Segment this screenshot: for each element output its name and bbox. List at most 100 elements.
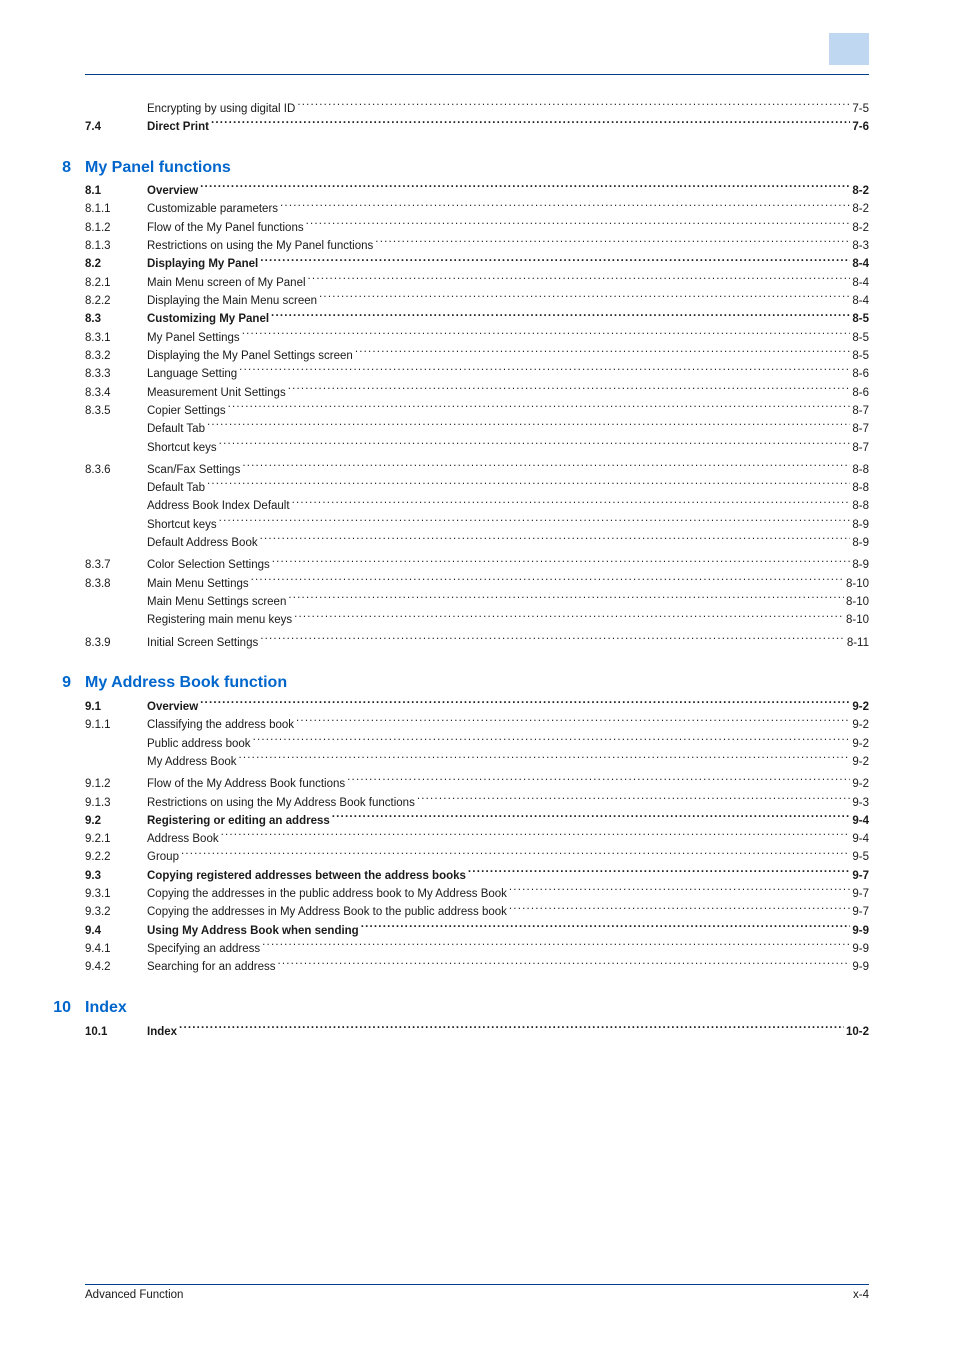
toc-title: Main Menu screen of My Panel — [147, 275, 306, 293]
toc-leader — [242, 329, 851, 341]
toc-item: 8.2.1Main Menu screen of My Panel8-4 — [85, 274, 869, 292]
footer-left: Advanced Function — [85, 1289, 183, 1301]
toc-page: 8-10 — [846, 576, 869, 594]
footer-right: x-4 — [853, 1289, 869, 1301]
toc-page: 8-9 — [852, 535, 869, 553]
toc-title: Copier Settings — [147, 403, 226, 421]
toc-page: 9-5 — [852, 849, 869, 867]
toc-section-number: 9.3.1 — [85, 886, 147, 904]
toc-section-number: 10.1 — [85, 1024, 147, 1042]
toc-title: Specifying an address — [147, 941, 260, 959]
toc-page: 9-2 — [852, 776, 869, 794]
toc-title: My Address Book — [147, 754, 236, 772]
toc-leader — [260, 634, 845, 646]
toc-item: Default Tab8-7 — [85, 421, 869, 439]
toc-item: Shortcut keys8-9 — [85, 516, 869, 534]
toc-item: 9.4Using My Address Book when sending 9-… — [85, 922, 869, 940]
toc-item: 8.3.3Language Setting8-6 — [85, 366, 869, 384]
chapter-title: My Address Book function — [85, 674, 287, 692]
chapter-number: 9 — [47, 674, 71, 692]
toc-section-number: 8.3.1 — [85, 330, 147, 348]
toc-leader — [260, 256, 850, 268]
toc-page: 8-6 — [852, 385, 869, 403]
toc-leader — [207, 480, 850, 492]
toc-item: Address Book Index Default8-8 — [85, 498, 869, 516]
toc-item: 9.2.2Group9-5 — [85, 849, 869, 867]
toc-item: 8.3.8Main Menu Settings8-10 — [85, 575, 869, 593]
toc-section-number: 8.2.2 — [85, 293, 147, 311]
toc-title: Color Selection Settings — [147, 557, 270, 575]
toc-section-number: 9.3.2 — [85, 904, 147, 922]
toc-page: 8-4 — [852, 275, 869, 293]
toc-item: 9.3.2Copying the addresses in My Address… — [85, 904, 869, 922]
toc-leader — [179, 1023, 844, 1035]
toc-item: 8.1Overview 8-2 — [85, 183, 869, 201]
toc-title: Direct Print — [147, 119, 209, 137]
toc-title: Customizing My Panel — [147, 311, 269, 329]
toc-section-number: 8.1.3 — [85, 238, 147, 256]
toc-page: 8-9 — [852, 557, 869, 575]
toc-section-number: 9.1 — [85, 699, 147, 717]
toc-page: 9-7 — [852, 868, 869, 886]
toc-page: 8-2 — [852, 201, 869, 219]
toc-item: 8.3.2Displaying the My Panel Settings sc… — [85, 347, 869, 365]
chapter-heading: 8My Panel functions — [85, 159, 869, 177]
toc-item: Shortcut keys8-7 — [85, 439, 869, 457]
toc-page: 8-8 — [852, 462, 869, 480]
toc-page: 7-5 — [852, 101, 869, 119]
toc-page: 8-6 — [852, 366, 869, 384]
toc-leader — [219, 439, 851, 451]
toc-leader — [375, 238, 850, 250]
toc-leader — [253, 735, 851, 747]
toc-title: Registering or editing an address — [147, 813, 330, 831]
toc-leader — [294, 612, 844, 624]
table-of-contents: Encrypting by using digital ID7-57.4Dire… — [85, 100, 869, 1041]
toc-title: Copying the addresses in the public addr… — [147, 886, 507, 904]
toc-leader — [228, 402, 851, 414]
toc-leader — [417, 794, 851, 806]
toc-page: 8-2 — [852, 183, 869, 201]
toc-title: Default Tab — [147, 480, 205, 498]
toc-item: 9.1.2Flow of the My Address Book functio… — [85, 776, 869, 794]
toc-item: Default Tab 8-8 — [85, 480, 869, 498]
toc-leader — [200, 183, 850, 195]
toc-title: Scan/Fax Settings — [147, 462, 240, 480]
toc-page: 8-5 — [852, 348, 869, 366]
toc-leader — [181, 849, 850, 861]
toc-leader — [288, 594, 844, 606]
toc-title: Displaying My Panel — [147, 256, 258, 274]
toc-item: 8.3.9Initial Screen Settings8-11 — [85, 634, 869, 652]
toc-section-number: 9.2.2 — [85, 849, 147, 867]
toc-item: 8.3Customizing My Panel 8-5 — [85, 311, 869, 329]
toc-title: Copying the addresses in My Address Book… — [147, 904, 507, 922]
toc-title: Restrictions on using the My Panel funct… — [147, 238, 373, 256]
toc-page: 8-5 — [852, 311, 869, 329]
toc-leader — [297, 100, 850, 112]
toc-leader — [278, 959, 851, 971]
toc-leader — [211, 118, 850, 130]
toc-page: 8-8 — [852, 480, 869, 498]
toc-page: 9-2 — [852, 699, 869, 717]
toc-page: 9-4 — [852, 813, 869, 831]
toc-item: Default Address Book8-9 — [85, 535, 869, 553]
toc-leader — [207, 421, 850, 433]
toc-title: Searching for an address — [147, 959, 276, 977]
toc-leader — [271, 311, 850, 323]
toc-title: Language Setting — [147, 366, 237, 384]
toc-title: My Panel Settings — [147, 330, 240, 348]
toc-section-number: 8.3.8 — [85, 576, 147, 594]
toc-section-number: 8.1 — [85, 183, 147, 201]
toc-page: 9-2 — [852, 736, 869, 754]
toc-page: 9-7 — [852, 904, 869, 922]
page-footer: Advanced Function x-4 — [85, 1284, 869, 1301]
toc-page: 8-8 — [852, 498, 869, 516]
toc-item: 8.3.7Color Selection Settings8-9 — [85, 557, 869, 575]
toc-leader — [361, 922, 851, 934]
toc-item: My Address Book9-2 — [85, 753, 869, 771]
toc-leader — [200, 698, 850, 710]
toc-title: Classifying the address book — [147, 717, 294, 735]
toc-page: 9-7 — [852, 886, 869, 904]
toc-section-number: 9.1.1 — [85, 717, 147, 735]
toc-section-number: 9.2.1 — [85, 831, 147, 849]
toc-leader — [288, 384, 851, 396]
